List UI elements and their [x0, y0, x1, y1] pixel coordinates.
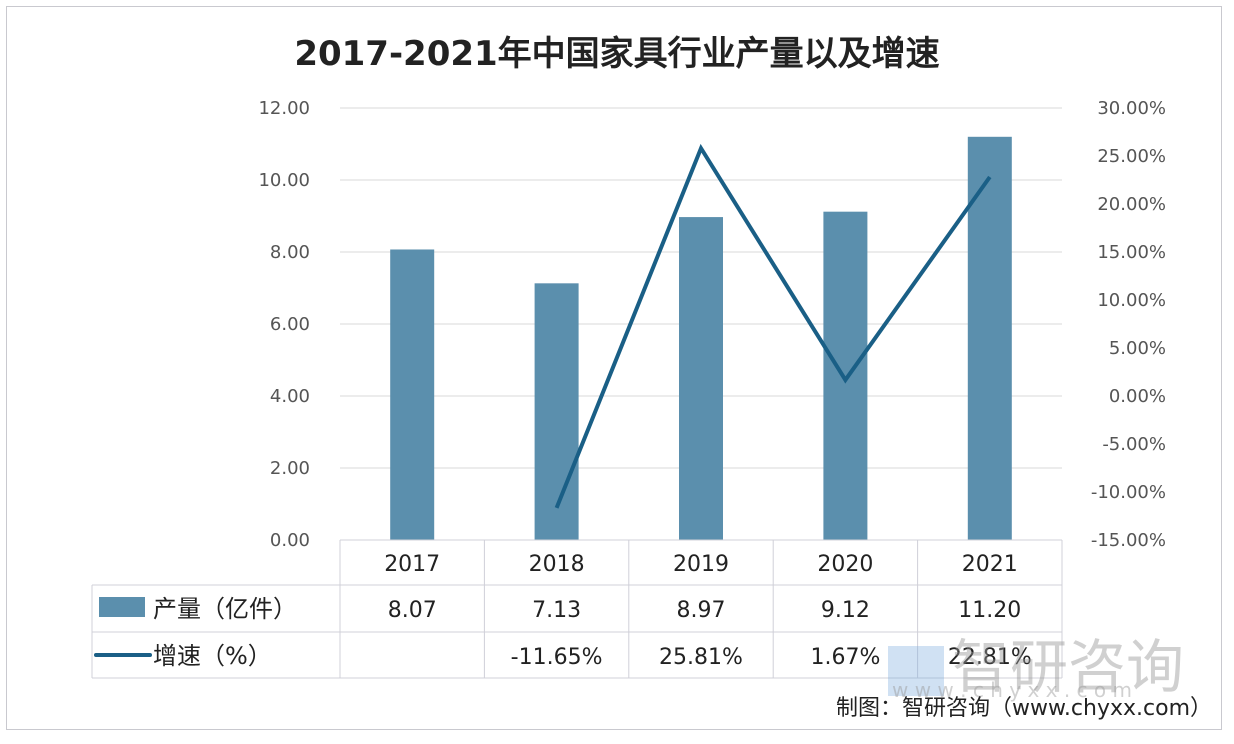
- growth-value-label: 22.81%: [948, 645, 1032, 670]
- source-note: 制图：智研咨询（www.chyxx.com）: [835, 696, 1212, 721]
- left-axis-tick: 4.00: [270, 386, 310, 407]
- left-axis-tick: 6.00: [270, 314, 310, 335]
- growth-value-label: 25.81%: [659, 645, 743, 670]
- right-axis-tick: 0.00%: [1109, 386, 1166, 407]
- right-axis-tick: 10.00%: [1097, 290, 1166, 311]
- watermark-logo: 智研咨询: [888, 620, 1184, 704]
- growth-line: [554, 143, 992, 509]
- legend-bar-swatch: [99, 597, 145, 617]
- right-axis-tick: 15.00%: [1097, 242, 1166, 263]
- bar-value-label: 8.07: [388, 598, 437, 623]
- bar: [823, 211, 868, 540]
- legend-bar-label: 产量（亿件）: [153, 595, 297, 623]
- bar: [534, 283, 579, 540]
- bar: [390, 249, 435, 541]
- chart-title: 2017-2021年中国家具行业产量以及增速: [294, 34, 940, 74]
- right-axis-tick: 25.00%: [1097, 146, 1166, 167]
- bar-value-label: 8.97: [677, 598, 726, 623]
- left-axis-tick: 8.00: [270, 242, 310, 263]
- left-axis-tick: 2.00: [270, 458, 310, 479]
- chart-frame: [6, 6, 1222, 730]
- growth-value-label: 1.67%: [810, 645, 880, 670]
- bar: [679, 217, 723, 540]
- watermark-url: w w w . c h y x x . c o m: [892, 678, 1132, 702]
- left-axis-tick: 10.00: [258, 170, 310, 191]
- bar-value-label: 9.12: [821, 598, 870, 623]
- right-axis-tick: 30.00%: [1097, 98, 1166, 119]
- bar-value-label: 11.20: [958, 598, 1021, 623]
- right-axis-tick: -10.00%: [1091, 482, 1166, 503]
- category-label: 2017: [384, 552, 440, 577]
- left-axis-tick: 12.00: [258, 98, 310, 119]
- category-label: 2021: [962, 552, 1018, 577]
- category-label: 2020: [817, 552, 873, 577]
- left-axis-tick: 0.00: [270, 530, 310, 551]
- legend-line-label: 增速（%）: [153, 642, 272, 670]
- right-axis-tick: -5.00%: [1102, 434, 1166, 455]
- category-label: 2019: [673, 552, 729, 577]
- bar-value-label: 7.13: [532, 598, 581, 623]
- right-axis-tick: 20.00%: [1097, 194, 1166, 215]
- right-axis-tick: 5.00%: [1109, 338, 1166, 359]
- growth-value-label: -11.65%: [511, 645, 603, 670]
- category-label: 2018: [529, 552, 585, 577]
- watermark-logo-icon: [888, 645, 944, 696]
- bar: [967, 136, 1012, 541]
- right-axis-tick: -15.00%: [1091, 530, 1166, 551]
